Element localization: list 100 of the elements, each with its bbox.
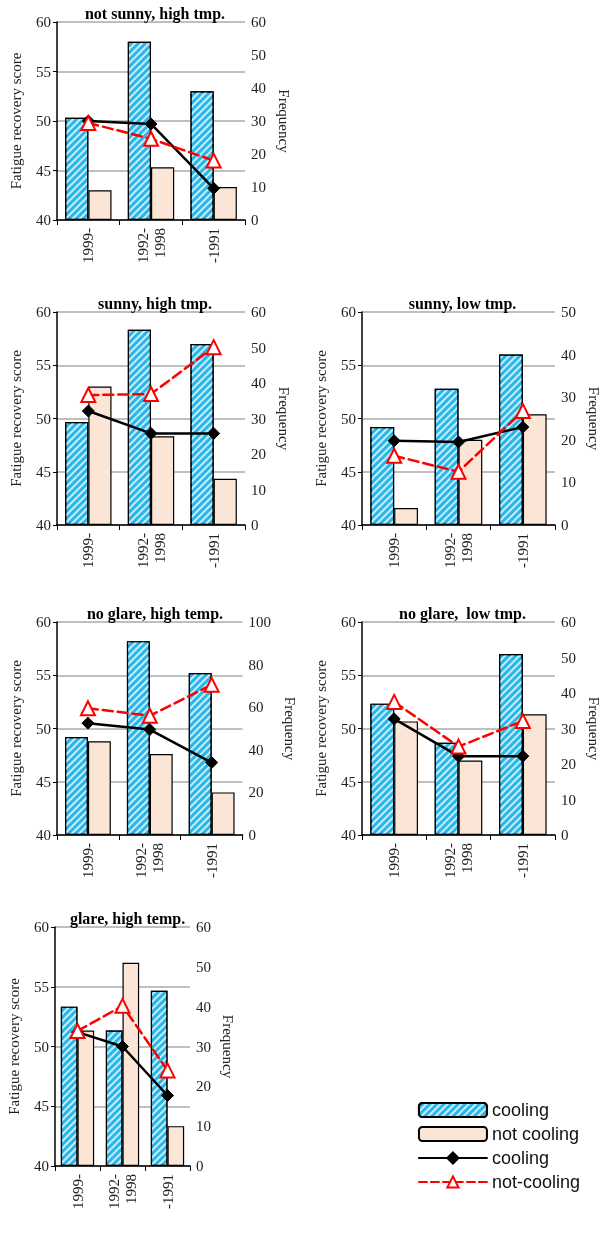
y2-tick-label: 20 [561, 431, 576, 448]
y2-tick-label: 0 [251, 212, 259, 228]
chart-title: no glare, low tmp. [399, 604, 526, 623]
point [205, 339, 222, 356]
y2-tick-label: 10 [251, 481, 266, 498]
x-tick-label: 1992- 1998 [134, 533, 168, 568]
y2-axis-title: Frequency [281, 696, 298, 761]
point [514, 403, 531, 420]
y-tick-label: 45 [341, 463, 356, 480]
y2-tick-label: 30 [561, 389, 576, 406]
point [450, 463, 467, 480]
y2-tick-label: 0 [251, 517, 259, 533]
y-tick-label: 55 [36, 667, 51, 684]
y2-tick-label: 40 [561, 685, 576, 701]
y2-tick-label: 10 [251, 179, 266, 195]
y-axis-title: Fatigue recovery score [312, 659, 329, 797]
y2-tick-label: 60 [251, 14, 266, 30]
y-tick-label: 60 [36, 14, 51, 30]
point [79, 700, 96, 717]
y2-tick-label: 60 [251, 304, 266, 320]
point [387, 434, 401, 448]
x-tick-label: 1999- [386, 533, 403, 568]
y-tick-label: 50 [34, 1038, 49, 1055]
point [144, 117, 158, 131]
y2-tick-label: 80 [248, 656, 264, 673]
y-tick-label: 60 [34, 919, 49, 935]
y-tick-label: 40 [36, 212, 51, 228]
y2-tick-label: 50 [196, 958, 211, 975]
point [516, 420, 530, 434]
y2-axis-title: Frequency [276, 89, 293, 154]
y2-tick-label: 20 [251, 146, 266, 162]
y-tick-label: 50 [341, 410, 356, 427]
point [159, 1062, 176, 1079]
y2-tick-label: 10 [196, 1118, 211, 1135]
chart-title: no glare, high temp. [86, 604, 224, 623]
y-tick-label: 40 [341, 827, 356, 843]
point [207, 426, 221, 440]
y2-tick-label: 60 [561, 614, 576, 630]
chart-title: glare, high temp. [69, 909, 186, 928]
y2-tick-label: 20 [248, 784, 264, 801]
y-tick-label: 55 [34, 978, 49, 995]
y2-tick-label: 10 [561, 474, 576, 491]
y-tick-label: 60 [36, 304, 51, 320]
y2-tick-label: 30 [251, 410, 266, 427]
x-tick-label: -1991 [159, 1174, 176, 1209]
point [203, 676, 220, 693]
point [450, 738, 467, 755]
point [205, 756, 219, 770]
legend-label: cooling [491, 1148, 549, 1168]
y-tick-label: 45 [341, 773, 356, 790]
y2-axis-title: Frequency [219, 1014, 236, 1079]
x-tick-label: 1999- [386, 843, 403, 878]
y2-tick-label: 100 [248, 614, 272, 630]
point [141, 707, 158, 724]
y-tick-label: 60 [341, 614, 356, 630]
x-tick-label: -1991 [205, 228, 222, 263]
y2-tick-label: 40 [251, 375, 266, 391]
y2-tick-label: 0 [248, 827, 257, 843]
point [387, 712, 401, 726]
point [143, 386, 159, 402]
x-tick-label: 1999- [69, 1174, 86, 1209]
point [516, 749, 530, 763]
y-tick-label: 45 [36, 773, 51, 790]
y-tick-label: 55 [341, 357, 356, 374]
y-axis-title: Fatigue recovery score [312, 349, 329, 487]
y2-tick-label: 20 [196, 1078, 211, 1095]
point [116, 1040, 129, 1053]
point [81, 404, 95, 418]
y2-axis-title: Frequency [586, 386, 603, 451]
y2-tick-label: 40 [251, 80, 266, 96]
x-tick-label: 1992- 1998 [134, 228, 168, 263]
y2-tick-label: 50 [561, 649, 576, 666]
y2-tick-label: 40 [196, 998, 211, 1015]
y2-tick-label: 30 [561, 720, 576, 737]
point [452, 435, 465, 449]
y2-tick-label: 50 [561, 304, 576, 320]
y-axis-title: Fatigue recovery score [7, 52, 24, 190]
point [207, 181, 221, 195]
y2-tick-label: 40 [248, 741, 264, 758]
y-tick-label: 40 [341, 517, 356, 533]
point [514, 713, 531, 730]
y-tick-label: 55 [36, 357, 51, 374]
y2-tick-label: 0 [196, 1158, 204, 1174]
y-tick-label: 40 [34, 1158, 49, 1174]
x-tick-label: -1991 [205, 533, 222, 568]
chart-title: sunny, low tmp. [408, 294, 517, 313]
x-tick-label: 1992- 1998 [442, 843, 475, 878]
y2-tick-label: 50 [251, 339, 266, 356]
y-tick-label: 40 [36, 517, 51, 533]
y-tick-label: 60 [36, 614, 51, 630]
x-tick-label: 1992- 1998 [442, 533, 475, 568]
x-tick-label: -1991 [203, 843, 220, 878]
x-tick-label: -1991 [514, 843, 531, 878]
y-tick-label: 50 [36, 113, 51, 129]
y-axis-title: Fatigue recovery score [7, 349, 24, 487]
point [114, 997, 131, 1014]
point [144, 426, 158, 440]
y2-tick-label: 60 [248, 699, 264, 716]
point [80, 387, 97, 404]
y2-tick-label: 0 [561, 517, 569, 533]
